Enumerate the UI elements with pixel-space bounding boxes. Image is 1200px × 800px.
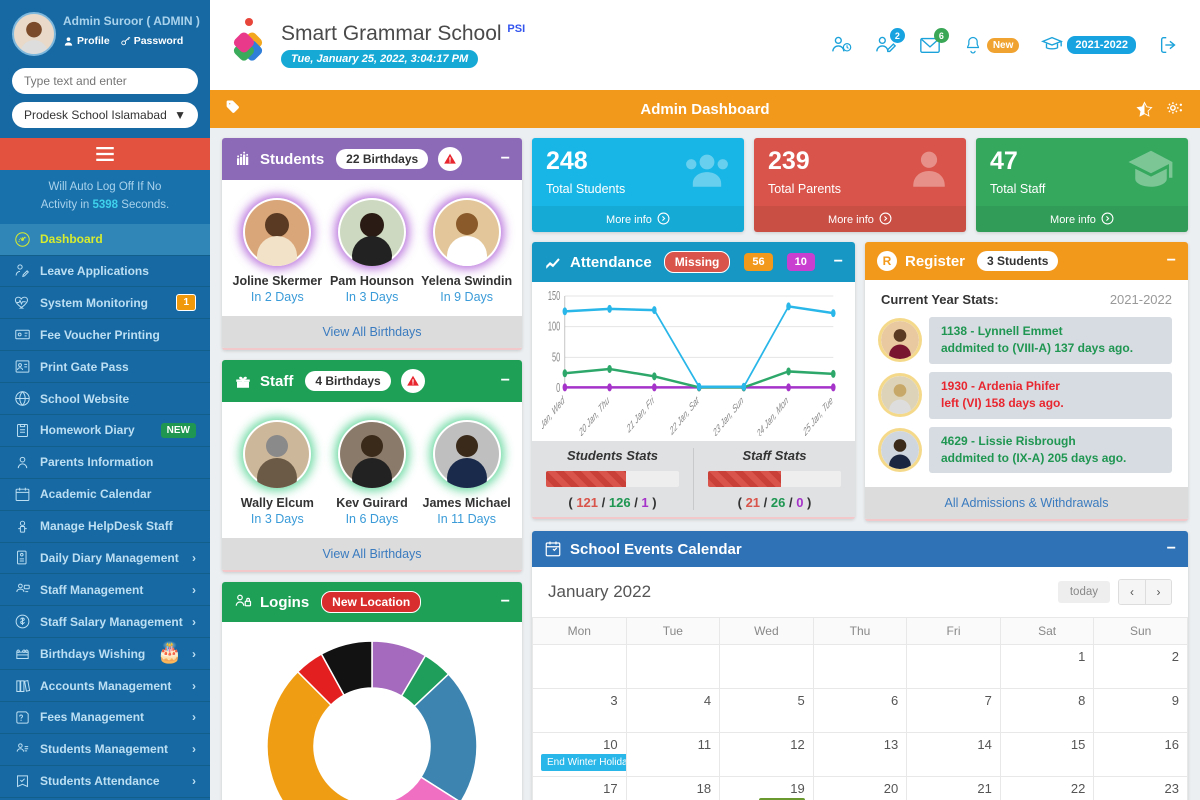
svg-text:150: 150 [548,289,560,304]
svg-text:24 Jan, Mon: 24 Jan, Mon [755,394,789,436]
svg-text:25 Jan, Tue: 25 Jan, Tue [801,394,834,436]
svg-text:50: 50 [552,350,560,365]
svg-text:21 Jan, Fri: 21 Jan, Fri [625,393,656,436]
svg-text:100: 100 [548,320,560,335]
svg-text:23 Jan, Sun: 23 Jan, Sun [711,394,744,436]
svg-text:20 Jan, Thu: 20 Jan, Thu [577,393,610,436]
svg-text:22 Jan, Sat: 22 Jan, Sat [668,394,700,436]
svg-text:19 Jan, Wed: 19 Jan, Wed [542,393,566,436]
svg-text:0: 0 [556,381,560,396]
